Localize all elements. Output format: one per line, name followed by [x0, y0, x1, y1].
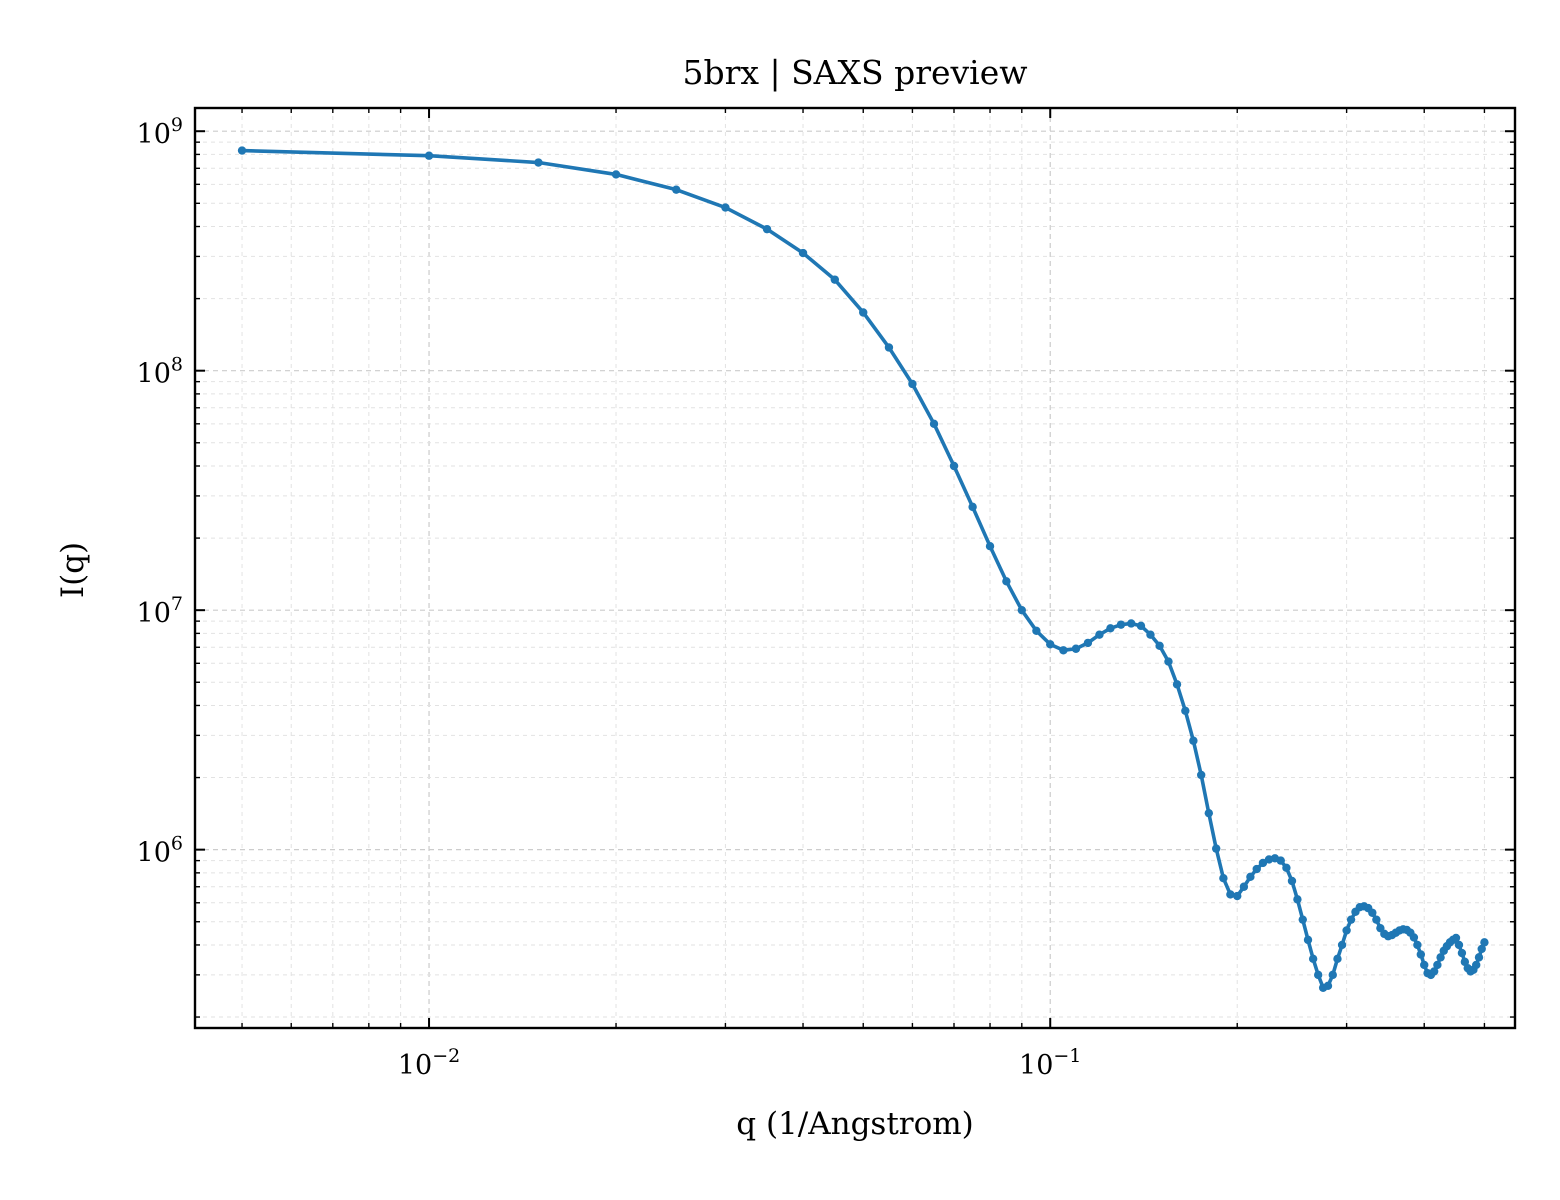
data-point: [721, 203, 730, 212]
data-point: [1420, 960, 1429, 970]
data-point: [798, 248, 808, 258]
data-point: [1460, 957, 1470, 967]
data-point: [1126, 619, 1136, 628]
data-point: [1219, 873, 1228, 883]
data-point: [1303, 935, 1313, 945]
data-point: [1002, 577, 1011, 586]
y-tick-label: 109: [137, 114, 183, 150]
data-point: [1164, 657, 1173, 666]
data-point: [424, 151, 434, 160]
data-series: [237, 146, 1489, 992]
data-point: [1204, 808, 1214, 818]
data-point: [1474, 953, 1484, 962]
data-point: [1472, 960, 1481, 970]
data-point: [1155, 641, 1164, 650]
data-point: [1333, 954, 1342, 964]
chart-title: 5brx | SAXS preview: [682, 53, 1027, 92]
data-point: [1342, 926, 1351, 935]
data-point: [534, 158, 543, 167]
y-tick-label: 106: [137, 833, 183, 869]
data-point: [929, 419, 939, 429]
data-point: [1197, 770, 1206, 780]
data-point: [1246, 872, 1255, 882]
data-point: [611, 170, 621, 179]
tick-labels: 10−2 10−1 106 107 108 109: [137, 114, 1082, 1081]
data-point: [1413, 940, 1422, 950]
data-point: [1457, 948, 1467, 958]
data-point: [1287, 876, 1297, 886]
x-tick-label: 10−1: [1019, 1045, 1081, 1081]
y-axis-label: I(q): [55, 542, 91, 598]
data-point: [1189, 736, 1198, 745]
data-point: [884, 343, 894, 352]
data-point: [1282, 863, 1291, 872]
data-point: [1454, 940, 1464, 950]
data-point: [1308, 954, 1318, 964]
data-point: [1083, 638, 1093, 648]
data-point: [762, 224, 772, 234]
data-point: [1313, 970, 1323, 980]
data-point: [1071, 644, 1081, 653]
data-point: [672, 185, 681, 194]
data-point: [859, 308, 868, 317]
data-point: [949, 461, 959, 471]
data-point: [1116, 620, 1126, 629]
data-point: [1337, 940, 1347, 950]
data-point: [1409, 933, 1419, 942]
data-point: [1059, 646, 1068, 655]
data-point: [1172, 680, 1182, 689]
data-point: [1433, 960, 1442, 970]
data-point: [1017, 605, 1027, 615]
data-point: [1368, 908, 1377, 917]
data-point: [1233, 891, 1242, 901]
data-point: [1212, 844, 1221, 853]
data-point: [1226, 890, 1235, 899]
grid: [195, 108, 1515, 1028]
y-tick-label: 107: [137, 593, 183, 629]
data-point: [1477, 944, 1486, 954]
data-point: [1032, 626, 1041, 636]
data-point: [1328, 970, 1337, 980]
data-point: [237, 146, 247, 155]
data-point: [985, 541, 995, 551]
plot-frame: [193, 106, 1517, 1030]
data-point: [1106, 624, 1115, 633]
data-point: [1181, 706, 1190, 715]
data-point: [1146, 630, 1155, 639]
axis-ticks: [195, 108, 1515, 1028]
data-point: [830, 275, 840, 284]
data-point: [1429, 967, 1439, 976]
data-point: [1252, 864, 1261, 874]
data-point: [1451, 933, 1461, 943]
data-point: [1293, 895, 1302, 904]
x-axis-label: q (1/Angstrom): [736, 1106, 974, 1142]
data-point: [1416, 950, 1426, 959]
data-point: [1480, 938, 1489, 947]
data-point: [968, 502, 977, 512]
data-point: [908, 379, 917, 389]
data-point: [1095, 630, 1104, 639]
data-point: [1436, 953, 1445, 962]
data-point: [1372, 915, 1381, 924]
data-point: [1346, 915, 1356, 924]
data-point: [1136, 621, 1146, 631]
data-point: [1323, 981, 1333, 991]
data-point: [1276, 856, 1285, 865]
x-tick-label: 10−2: [398, 1045, 460, 1081]
data-point: [1046, 640, 1055, 649]
data-point: [1298, 915, 1307, 924]
y-tick-label: 108: [137, 354, 183, 390]
data-point: [1239, 882, 1249, 891]
